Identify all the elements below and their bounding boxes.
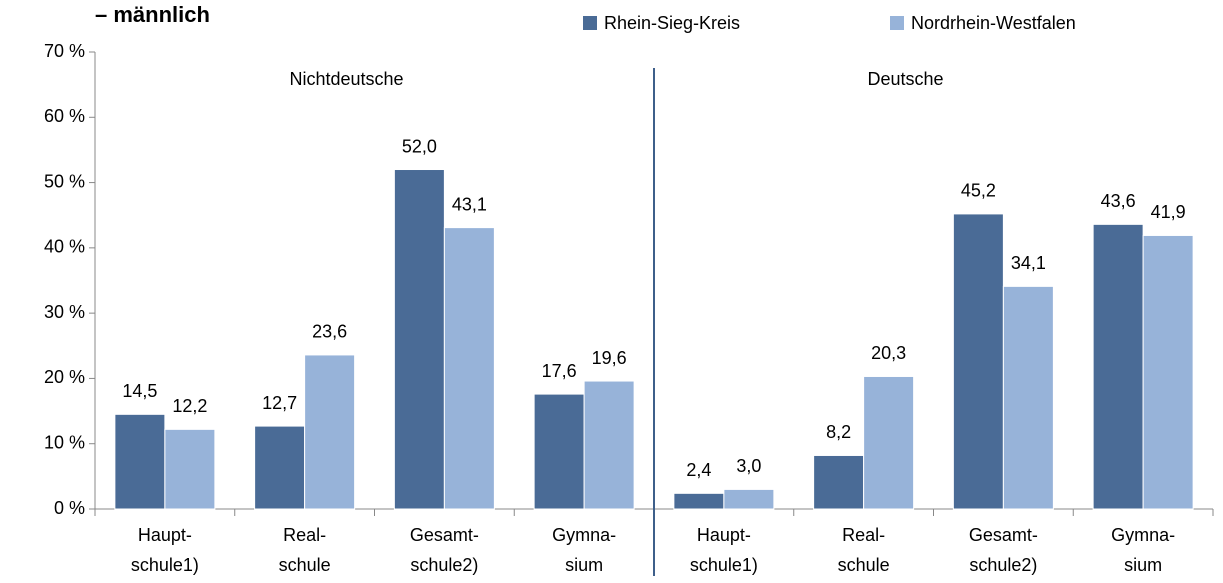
- value-label: 52,0: [402, 136, 437, 156]
- bar: [952, 213, 1004, 510]
- x-tick-label: schule2): [969, 555, 1037, 575]
- x-tick-label: Gesamt-: [410, 525, 479, 545]
- y-tick-label: 40 %: [44, 237, 85, 257]
- x-tick-label: Gymna-: [552, 525, 616, 545]
- x-tick-label: Haupt-: [697, 525, 751, 545]
- bar: [254, 425, 306, 510]
- value-label: 17,6: [542, 361, 577, 381]
- x-tick-label: schule1): [690, 555, 758, 575]
- legend-swatch: [583, 16, 597, 30]
- bar: [164, 428, 216, 510]
- y-tick-label: 50 %: [44, 171, 85, 191]
- value-label: 3,0: [736, 456, 761, 476]
- x-tick-label: Real-: [283, 525, 326, 545]
- x-tick-label: Gymna-: [1111, 525, 1175, 545]
- bar: [1142, 234, 1194, 510]
- chart-title: – männlich: [95, 2, 210, 27]
- bar: [813, 454, 865, 510]
- value-label: 8,2: [826, 422, 851, 442]
- group-label: Nichtdeutsche: [290, 69, 404, 89]
- bar: [393, 169, 445, 510]
- x-tick-label: sium: [1124, 555, 1162, 575]
- y-tick-label: 0 %: [54, 498, 85, 518]
- y-tick-label: 70 %: [44, 41, 85, 61]
- value-label: 43,6: [1101, 191, 1136, 211]
- x-tick-label: Real-: [842, 525, 885, 545]
- y-tick-label: 10 %: [44, 432, 85, 452]
- bar: [1002, 285, 1054, 510]
- value-label: 34,1: [1011, 253, 1046, 273]
- value-label: 45,2: [961, 181, 996, 201]
- legend-swatch: [890, 16, 904, 30]
- bar: [114, 413, 166, 510]
- value-label: 20,3: [871, 343, 906, 363]
- bar: [863, 375, 915, 510]
- value-label: 41,9: [1151, 202, 1186, 222]
- value-label: 2,4: [686, 460, 711, 480]
- bar: [1092, 223, 1144, 510]
- bar: [583, 380, 635, 510]
- legend-label: Nordrhein-Westfalen: [911, 13, 1076, 33]
- bar: [723, 488, 775, 510]
- x-tick-label: schule2): [410, 555, 478, 575]
- group-label: Deutsche: [868, 69, 944, 89]
- x-tick-label: schule: [838, 555, 890, 575]
- y-tick-label: 30 %: [44, 302, 85, 322]
- bar: [673, 492, 725, 510]
- x-tick-label: sium: [565, 555, 603, 575]
- value-label: 23,6: [312, 322, 347, 342]
- bar: [304, 354, 356, 510]
- legend-label: Rhein-Sieg-Kreis: [604, 13, 740, 33]
- bar: [533, 393, 585, 510]
- value-label: 19,6: [592, 348, 627, 368]
- value-label: 14,5: [122, 381, 157, 401]
- x-tick-label: Gesamt-: [969, 525, 1038, 545]
- y-tick-label: 20 %: [44, 367, 85, 387]
- y-tick-label: 60 %: [44, 106, 85, 126]
- value-label: 12,2: [172, 396, 207, 416]
- value-label: 43,1: [452, 194, 487, 214]
- x-tick-label: schule1): [131, 555, 199, 575]
- value-label: 12,7: [262, 393, 297, 413]
- x-tick-label: Haupt-: [138, 525, 192, 545]
- x-tick-label: schule: [279, 555, 331, 575]
- bar: [443, 227, 495, 510]
